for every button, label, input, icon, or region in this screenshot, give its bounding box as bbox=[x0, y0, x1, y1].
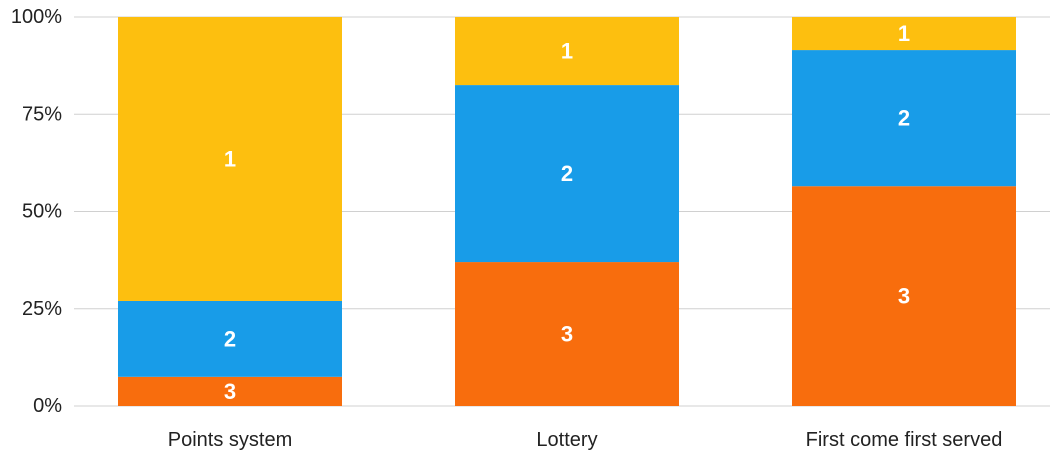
bar-segment-1-2 bbox=[792, 17, 1016, 51]
y-tick-label: 25% bbox=[22, 298, 62, 320]
x-category-label: First come first served bbox=[806, 429, 1003, 451]
y-tick-label: 100% bbox=[11, 6, 62, 28]
y-tick-label: 75% bbox=[22, 103, 62, 125]
bar-segment-2-2 bbox=[792, 50, 1016, 187]
segment-label: 1 bbox=[561, 39, 573, 64]
bar-segment-1-0 bbox=[118, 17, 342, 301]
bar-segment-2-0 bbox=[118, 300, 342, 377]
segment-label: 2 bbox=[224, 326, 236, 351]
segment-label: 3 bbox=[224, 379, 236, 404]
bar-segment-1-1 bbox=[455, 17, 679, 86]
x-category-label: Points system bbox=[168, 429, 292, 451]
segment-label: 2 bbox=[898, 106, 910, 131]
bars bbox=[118, 17, 1016, 406]
segment-labels: 3 2 1 3 2 1 3 2 1 bbox=[224, 21, 910, 404]
bar-segment-2-1 bbox=[455, 85, 679, 263]
x-category-label: Lottery bbox=[536, 429, 597, 451]
bar-segment-3-1 bbox=[455, 262, 679, 406]
y-axis-ticks: 0% 25% 50% 75% 100% bbox=[11, 6, 62, 417]
segment-label: 2 bbox=[561, 161, 573, 186]
x-axis-categories: Points system Lottery First come first ser… bbox=[168, 429, 1003, 451]
segment-label: 1 bbox=[224, 146, 236, 171]
y-tick-label: 50% bbox=[22, 201, 62, 223]
bar-segment-3-0 bbox=[118, 376, 342, 406]
segment-label: 3 bbox=[898, 284, 910, 309]
segment-label: 3 bbox=[561, 322, 573, 347]
segment-label: 1 bbox=[898, 21, 910, 46]
y-tick-label: 0% bbox=[33, 395, 62, 417]
bar-segment-3-2 bbox=[792, 186, 1016, 406]
